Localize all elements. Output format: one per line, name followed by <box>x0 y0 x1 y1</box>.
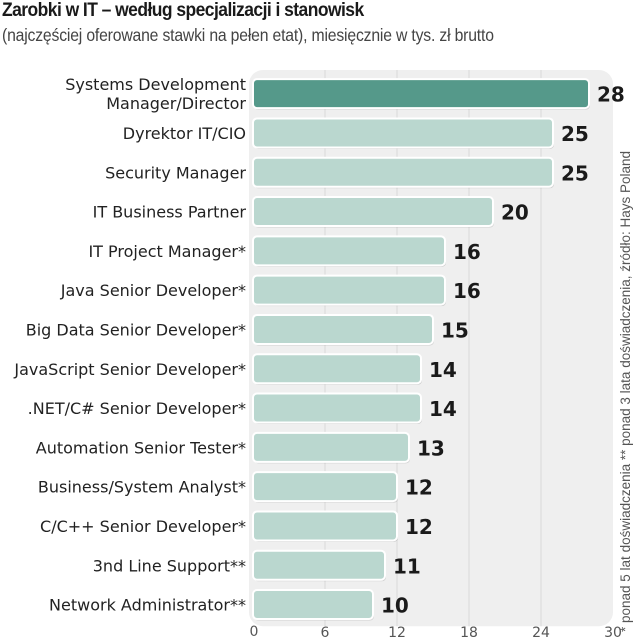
bar <box>252 431 410 463</box>
category-label: Big Data Senior Developer* <box>26 320 246 339</box>
category-label: C/C++ Senior Developer* <box>40 517 246 536</box>
category-label: Systems Development <box>65 75 246 94</box>
category-label: 3nd Line Support** <box>93 556 246 575</box>
value-label: 25 <box>561 122 589 146</box>
category-label: Manager/Director <box>106 94 246 113</box>
tick-label: 0 <box>250 624 259 640</box>
category-label: Dyrektor IT/CIO <box>123 124 246 143</box>
value-label: 20 <box>501 201 529 225</box>
bar <box>252 78 590 110</box>
value-label: 13 <box>417 436 445 460</box>
chart-title: Zarobki w IT – według specjalizacji i st… <box>2 0 364 21</box>
value-labels: 28 25 25 20 16 16 15 14 14 13 12 12 11 10 <box>381 83 625 618</box>
category-label: Java Senior Developer* <box>60 281 246 300</box>
value-label: 12 <box>405 476 433 500</box>
value-label: 11 <box>393 554 421 578</box>
chart-subtitle: (najczęściej oferowane stawki na pełen e… <box>2 25 494 45</box>
bar <box>252 510 398 542</box>
category-label: JavaScript Senior Developer* <box>13 360 246 379</box>
tick-label: 24 <box>532 625 550 640</box>
tick-label: 18 <box>460 625 478 640</box>
tick-label: 30 <box>604 625 622 640</box>
bar <box>252 196 494 228</box>
bar <box>252 589 374 621</box>
value-label: 15 <box>441 318 469 342</box>
bar <box>252 235 446 267</box>
category-label: Business/System Analyst* <box>38 478 246 497</box>
value-label: 25 <box>561 161 589 185</box>
category-label: .NET/C# Senior Developer* <box>28 399 246 418</box>
tick-label: 12 <box>388 625 406 640</box>
value-label: 10 <box>381 594 409 618</box>
bar <box>252 353 422 385</box>
category-label: IT Project Manager* <box>88 242 246 261</box>
bar <box>252 392 422 424</box>
value-label: 14 <box>429 358 457 382</box>
tick-label: 6 <box>321 625 330 640</box>
value-label: 28 <box>597 83 625 107</box>
bar <box>252 471 398 503</box>
footnote-source: * ponad 5 lat doświadczenia ** ponad 3 l… <box>618 150 633 632</box>
bar <box>252 274 446 306</box>
value-label: 16 <box>453 279 481 303</box>
value-label: 16 <box>453 240 481 264</box>
category-label: Security Manager <box>105 163 246 182</box>
bar <box>252 313 434 345</box>
plot-background <box>249 70 613 627</box>
value-label: 14 <box>429 397 457 421</box>
category-label: Automation Senior Tester* <box>36 438 246 457</box>
category-label: IT Business Partner <box>93 203 247 222</box>
bar <box>252 156 554 188</box>
category-label: Network Administrator** <box>49 596 246 615</box>
x-axis-ticks: 0 6 12 18 24 30 <box>250 624 622 640</box>
bar <box>252 549 386 581</box>
bars <box>252 78 590 621</box>
value-label: 12 <box>405 515 433 539</box>
bar <box>252 117 554 149</box>
